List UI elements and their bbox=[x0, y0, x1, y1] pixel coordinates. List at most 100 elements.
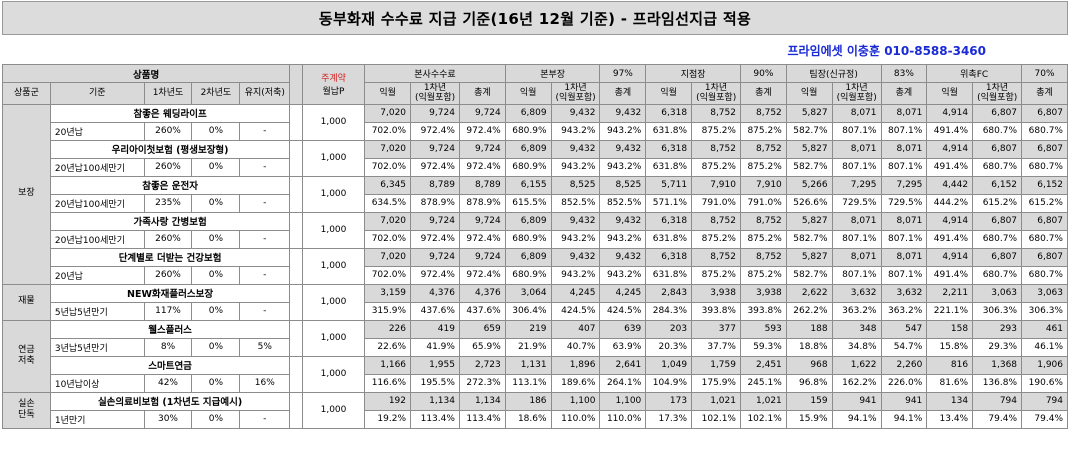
amount-cell: 2,451 bbox=[739, 355, 787, 375]
amount-cell: 6,807 bbox=[1021, 247, 1068, 267]
amount-cell: 593 bbox=[739, 319, 787, 339]
group-pct: 83% bbox=[880, 64, 928, 83]
basis: 20년납 bbox=[49, 121, 145, 141]
product-col-header: 상품군 bbox=[2, 82, 51, 105]
spacer-cell bbox=[289, 64, 303, 105]
category-label: 연금 저축 bbox=[2, 319, 51, 393]
rate-cell: 582.7% bbox=[785, 121, 833, 141]
rate-cell: 20.3% bbox=[645, 337, 693, 357]
rate-cell: 393.8% bbox=[739, 301, 787, 321]
rate-cell: 189.6% bbox=[550, 373, 601, 393]
amount-cell: 1,166 bbox=[364, 355, 412, 375]
rate-cell: 190.6% bbox=[1021, 373, 1068, 393]
rate-cell: 807.1% bbox=[831, 229, 882, 249]
amount-cell: 8,071 bbox=[880, 211, 928, 231]
sub-col-header: 익월 bbox=[364, 82, 412, 105]
year2-rate: 0% bbox=[191, 301, 241, 321]
amount-cell: 3,632 bbox=[880, 283, 928, 303]
amount-cell: 8,071 bbox=[831, 139, 882, 159]
maintenance-rate: - bbox=[239, 265, 291, 285]
amount-cell: 6,152 bbox=[972, 175, 1023, 195]
amount-cell: 4,245 bbox=[550, 283, 601, 303]
amount-cell: 8,752 bbox=[739, 139, 787, 159]
rate-cell: 21.9% bbox=[504, 337, 552, 357]
rate-cell: 15.9% bbox=[785, 409, 833, 429]
amount-cell: 6,809 bbox=[504, 211, 552, 231]
sub-col-header: 총계 bbox=[599, 82, 647, 105]
amount-cell: 3,063 bbox=[972, 283, 1023, 303]
amount-cell: 2,622 bbox=[785, 283, 833, 303]
rate-cell: 680.7% bbox=[1021, 121, 1068, 141]
amount-cell: 1,759 bbox=[691, 355, 741, 375]
amount-cell: 9,432 bbox=[550, 103, 601, 123]
amount-cell: 1,100 bbox=[599, 391, 647, 411]
product-name: 우리아이첫보험 (평생보장형) bbox=[49, 139, 291, 159]
category-label-line: 단독 bbox=[18, 410, 35, 421]
amount-cell: 8,071 bbox=[831, 247, 882, 267]
group-header: 팀장(신규정) bbox=[785, 64, 882, 83]
rate-cell: 943.2% bbox=[599, 265, 647, 285]
sub-col-header: 1차년 (익월포함) bbox=[410, 82, 460, 105]
sub-col-header: 총계 bbox=[739, 82, 787, 105]
rate-cell: 582.7% bbox=[785, 265, 833, 285]
amount-cell: 377 bbox=[691, 319, 741, 339]
group-header: 본부장 bbox=[504, 64, 601, 83]
amount-cell: 6,807 bbox=[972, 103, 1023, 123]
sub-col-header-line: 총계 bbox=[474, 88, 491, 99]
amount-cell: 1,021 bbox=[691, 391, 741, 411]
product-name: 웰스플러스 bbox=[49, 319, 291, 339]
rate-cell: 615.2% bbox=[972, 193, 1023, 213]
amount-cell: 3,938 bbox=[739, 283, 787, 303]
year1-rate: 42% bbox=[143, 373, 193, 393]
amount-cell: 461 bbox=[1021, 319, 1068, 339]
rate-cell: 807.1% bbox=[880, 265, 928, 285]
rate-cell: 702.0% bbox=[364, 121, 412, 141]
rate-cell: 634.5% bbox=[364, 193, 412, 213]
rate-cell: 15.8% bbox=[926, 337, 974, 357]
rate-cell: 807.1% bbox=[831, 265, 882, 285]
category-label: 실손 단독 bbox=[2, 391, 51, 429]
amount-cell: 1,906 bbox=[1021, 355, 1068, 375]
spacer-cell bbox=[289, 391, 303, 429]
maintenance-rate: - bbox=[239, 229, 291, 249]
basis: 1년만기 bbox=[49, 409, 145, 429]
amount-cell: 8,752 bbox=[691, 247, 741, 267]
amount-cell: 8,071 bbox=[831, 211, 882, 231]
rate-cell: 162.2% bbox=[831, 373, 882, 393]
rate-cell: 491.4% bbox=[926, 265, 974, 285]
amount-cell: 6,807 bbox=[1021, 211, 1068, 231]
rate-cell: 875.2% bbox=[739, 229, 787, 249]
rate-cell: 943.2% bbox=[599, 157, 647, 177]
amount-cell: 6,152 bbox=[1021, 175, 1068, 195]
product-name-header: 상품명 bbox=[1, 64, 291, 83]
amount-cell: 3,938 bbox=[691, 283, 741, 303]
sub-col-header-line: (익월포함) bbox=[415, 93, 456, 104]
amount-cell: 794 bbox=[972, 391, 1023, 411]
amount-cell: 9,724 bbox=[458, 247, 506, 267]
amount-cell: 203 bbox=[645, 319, 693, 339]
commission-table: 상품명 주계약 월납P 본사수수료 본부장 97% 지점장 90% 팀장(신규정) 83% 위촉FC… bbox=[1, 64, 1068, 429]
amount-cell: 9,432 bbox=[550, 211, 601, 231]
spacer-cell bbox=[289, 247, 303, 285]
rate-cell: 875.2% bbox=[691, 229, 741, 249]
product-col-header: 기준 bbox=[49, 82, 145, 105]
sub-col-header-line: 총계 bbox=[1036, 88, 1053, 99]
premium-value: 1,000 bbox=[301, 247, 366, 285]
rate-cell: 96.8% bbox=[785, 373, 833, 393]
product-name: 참좋은 운전자 bbox=[49, 175, 291, 195]
amount-cell: 9,432 bbox=[599, 247, 647, 267]
amount-cell: 173 bbox=[645, 391, 693, 411]
product-name: 단계별로 더받는 건강보험 bbox=[49, 247, 291, 267]
amount-cell: 8,071 bbox=[831, 103, 882, 123]
amount-cell: 7,020 bbox=[364, 103, 412, 123]
rate-cell: 875.2% bbox=[739, 157, 787, 177]
year1-rate: 260% bbox=[143, 265, 193, 285]
category-label: 재물 bbox=[2, 283, 51, 321]
rate-cell: 729.5% bbox=[880, 193, 928, 213]
amount-cell: 7,020 bbox=[364, 139, 412, 159]
amount-cell: 2,260 bbox=[880, 355, 928, 375]
rate-cell: 424.5% bbox=[599, 301, 647, 321]
amount-cell: 1,955 bbox=[410, 355, 460, 375]
rate-cell: 393.8% bbox=[691, 301, 741, 321]
amount-cell: 2,723 bbox=[458, 355, 506, 375]
